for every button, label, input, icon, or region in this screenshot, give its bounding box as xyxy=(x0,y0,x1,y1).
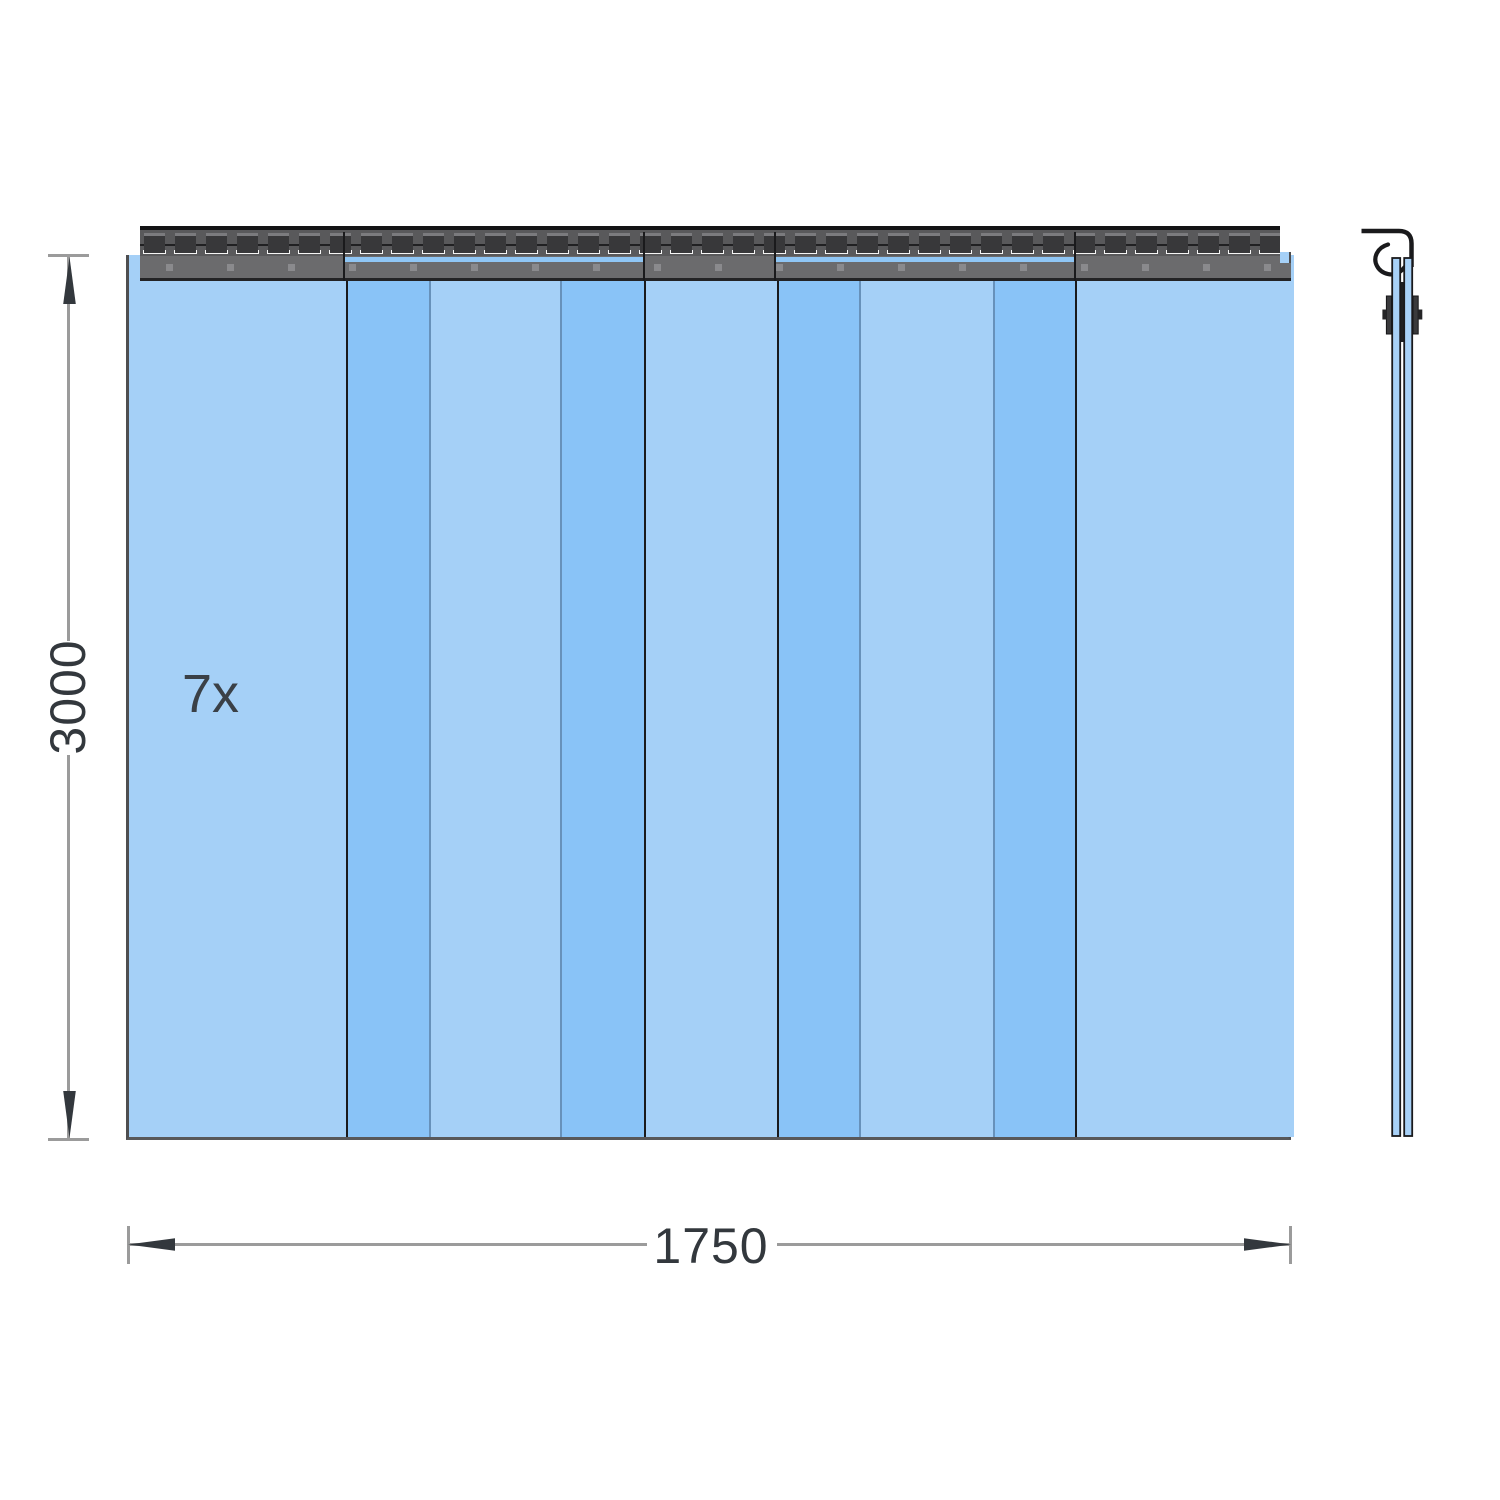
strip-panel xyxy=(861,255,993,1137)
strip-overlap xyxy=(346,255,431,1137)
strip-overlap xyxy=(777,255,861,1137)
arrow-left-icon xyxy=(128,1238,175,1251)
height-dimension-label: 3000 xyxy=(40,639,96,755)
strip-overlap xyxy=(993,255,1077,1137)
arrow-down-icon xyxy=(63,1091,76,1138)
bolt-head-icon xyxy=(1382,309,1387,320)
strip-profile xyxy=(1403,257,1414,1137)
bolt-nut-icon xyxy=(1417,309,1423,320)
strip-overlap xyxy=(560,255,646,1137)
rail-clips-row xyxy=(140,226,1280,256)
strip-count-label: 7x xyxy=(182,664,240,724)
rail-joint-line xyxy=(343,232,345,281)
mounting-plate xyxy=(140,256,1291,281)
arrow-up-icon xyxy=(63,257,76,304)
clamp-plate xyxy=(1385,295,1393,335)
plate-joint-gap xyxy=(775,257,1075,262)
width-dimension-label: 1750 xyxy=(653,1218,769,1274)
clamp-spacer xyxy=(1399,282,1405,342)
clamp-plate xyxy=(1412,295,1419,335)
curtain-front-view xyxy=(126,226,1294,1140)
mounting-bracket-icon xyxy=(1361,228,1414,267)
rail-joint-line xyxy=(774,232,776,281)
rail-joint-line xyxy=(1074,232,1076,281)
arrow-right-icon xyxy=(1244,1238,1291,1251)
plate-end-step xyxy=(1280,252,1291,263)
rail-joint-line xyxy=(643,232,645,281)
plate-joint-gap xyxy=(343,257,643,262)
strip-panel xyxy=(431,255,560,1137)
curtain-side-view xyxy=(1361,228,1423,1137)
hanger-hook-icon xyxy=(1373,242,1411,277)
strip-panel xyxy=(646,255,777,1137)
strip-area xyxy=(126,255,1294,1140)
strip-profile xyxy=(1391,257,1402,1137)
strip-panel xyxy=(129,255,346,1137)
strip-panel xyxy=(1077,255,1294,1137)
